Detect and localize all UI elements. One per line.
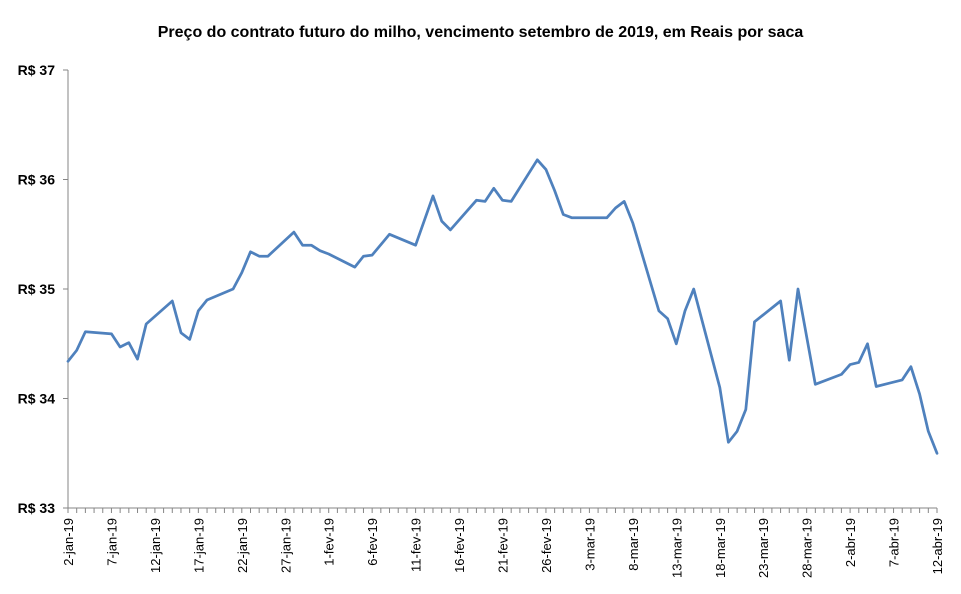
- x-tick-label: 11-fev-19: [409, 518, 424, 572]
- x-tick-label: 13-mar-19: [669, 518, 684, 578]
- x-tick-label: 23-mar-19: [756, 518, 771, 578]
- x-tick-label: 1-fev-19: [322, 518, 337, 566]
- y-tick-label: R$ 37: [18, 62, 56, 78]
- y-tick-label: R$ 33: [18, 500, 56, 516]
- x-tick-label: 7-jan-19: [104, 518, 119, 566]
- x-axis-ticks: 2-jan-19 7-jan-19 12-jan-19 17-jan-19 22-jan…: [61, 508, 945, 578]
- x-tick-label: 28-mar-19: [800, 518, 815, 578]
- x-tick-label: 6-fev-19: [365, 518, 380, 566]
- series-layer: [66, 158, 939, 455]
- axes: [67, 70, 937, 509]
- x-tick-label: 21-fev-19: [496, 518, 511, 573]
- x-tick-label: 2-abr-19: [843, 518, 858, 567]
- x-tick-label: 16-fev-19: [452, 518, 467, 573]
- y-tick-label: R$ 35: [18, 281, 56, 297]
- x-tick-label: 17-jan-19: [191, 518, 206, 573]
- x-tick-label: 8-mar-19: [626, 518, 641, 571]
- x-tick-label: 12-abr-19: [930, 518, 945, 574]
- y-tick-label: R$ 36: [18, 172, 56, 188]
- y-axis-ticks: R$ 33 R$ 34 R$ 35 R$ 36 R$ 37: [18, 62, 68, 516]
- chart-title: Preço do contrato futuro do milho, venci…: [157, 24, 804, 41]
- y-tick-label: R$ 34: [18, 391, 56, 407]
- x-tick-label: 26-fev-19: [539, 518, 554, 573]
- x-tick-label: 27-jan-19: [278, 518, 293, 573]
- x-tick-label: 22-jan-19: [235, 518, 250, 573]
- x-tick-label: 12-jan-19: [148, 518, 163, 573]
- x-tick-label: 18-mar-19: [713, 518, 728, 578]
- x-tick-label: 3-mar-19: [582, 518, 597, 571]
- x-tick-label: 2-jan-19: [61, 518, 76, 566]
- series-line: [66, 158, 939, 455]
- x-tick-label: 7-abr-19: [887, 518, 902, 567]
